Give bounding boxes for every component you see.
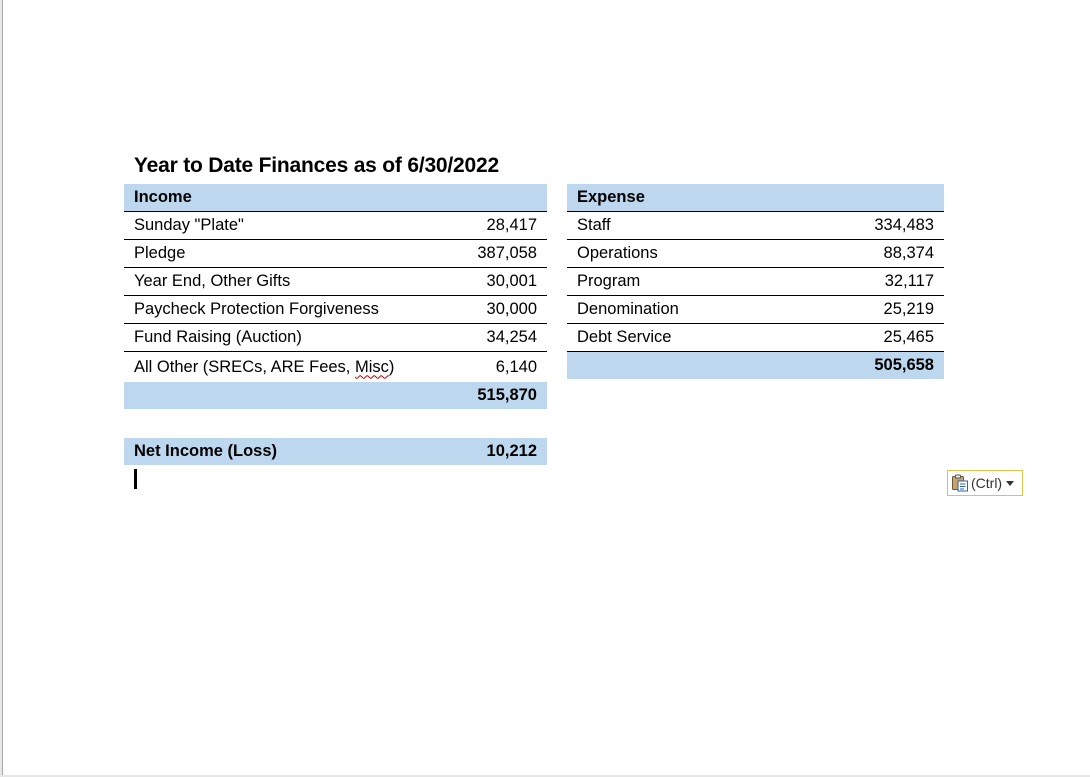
expense-header: Expense [567, 184, 834, 212]
income-value: 387,058 [447, 239, 547, 268]
income-header: Income [124, 184, 447, 212]
income-value: 34,254 [447, 323, 547, 352]
income-value: 30,000 [447, 295, 547, 324]
expense-value: 32,117 [834, 267, 944, 296]
table-row: Pledge 387,058 [124, 239, 547, 268]
income-value: 30,001 [447, 267, 547, 296]
table-row: All Other (SRECs, ARE Fees, Misc) 6,140 [124, 352, 547, 383]
income-label: Year End, Other Gifts [124, 267, 447, 296]
table-row: Paycheck Protection Forgiveness 30,000 [124, 295, 547, 324]
clipboard-paste-icon [951, 474, 969, 492]
net-income-row: Net Income (Loss) 10,212 [124, 438, 547, 465]
expense-table: Expense Staff 334,483 Operations 88,374 … [567, 184, 944, 379]
table-row: Year End, Other Gifts 30,001 [124, 267, 547, 296]
income-label-prefix: All Other (SRECs, ARE Fees, [134, 357, 355, 376]
expense-header-row: Expense [567, 184, 944, 212]
table-row: Denomination 25,219 [567, 295, 944, 324]
paste-options-button[interactable]: (Ctrl) [947, 470, 1023, 496]
income-value: 28,417 [447, 211, 547, 240]
income-total: 515,870 [447, 382, 547, 409]
expense-label: Debt Service [567, 323, 834, 352]
table-row: Debt Service 25,465 [567, 323, 944, 352]
text-cursor [134, 469, 137, 489]
expense-label: Denomination [567, 295, 834, 324]
dropdown-arrow-icon [1006, 480, 1015, 486]
net-income-value: 10,212 [447, 438, 547, 465]
table-row: Program 32,117 [567, 267, 944, 296]
income-label: Paycheck Protection Forgiveness [124, 295, 447, 324]
table-row: Sunday "Plate" 28,417 [124, 211, 547, 240]
income-header-row: Income [124, 184, 547, 212]
expense-label: Program [567, 267, 834, 296]
income-label: Fund Raising (Auction) [124, 323, 447, 352]
expense-label: Operations [567, 239, 834, 268]
net-income-label: Net Income (Loss) [124, 438, 447, 465]
spelling-flagged-word[interactable]: Misc [354, 357, 389, 376]
expense-value: 334,483 [834, 211, 944, 240]
paste-options-label: (Ctrl) [971, 475, 1003, 491]
document-title: Year to Date Finances as of 6/30/2022 [134, 154, 499, 177]
income-label-suffix: ) [388, 357, 395, 376]
income-label: Pledge [124, 239, 447, 268]
expense-label: Staff [567, 211, 834, 240]
expense-value: 88,374 [834, 239, 944, 268]
net-income-table: Net Income (Loss) 10,212 [124, 438, 547, 465]
expense-value: 25,219 [834, 295, 944, 324]
expense-value: 25,465 [834, 323, 944, 352]
table-row: Operations 88,374 [567, 239, 944, 268]
income-table: Income Sunday "Plate" 28,417 Pledge 387,… [124, 184, 547, 409]
expense-total-row: 505,658 [567, 351, 944, 379]
table-row: Fund Raising (Auction) 34,254 [124, 323, 547, 352]
income-value: 6,140 [495, 357, 537, 376]
income-total-row: 515,870 [124, 382, 547, 409]
income-label: All Other (SRECs, ARE Fees, Misc) [124, 352, 447, 383]
table-row: Staff 334,483 [567, 211, 944, 240]
income-label: Sunday "Plate" [124, 211, 447, 240]
expense-total: 505,658 [834, 351, 944, 379]
